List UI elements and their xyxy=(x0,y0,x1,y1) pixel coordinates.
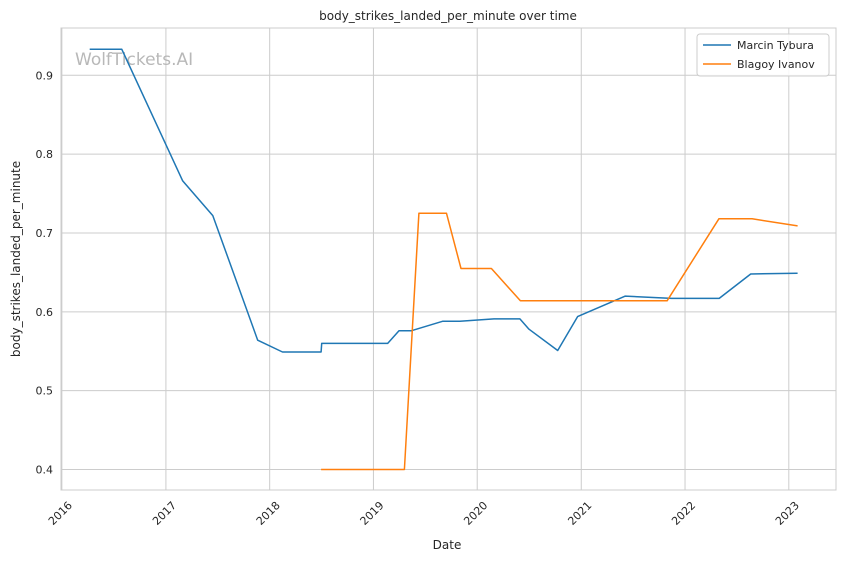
chart-title: body_strikes_landed_per_minute over time xyxy=(319,9,577,23)
series-line-marcin-tybura xyxy=(89,48,798,353)
watermark: WolfTickets.AI xyxy=(75,50,193,70)
y-tick-label: 0.8 xyxy=(36,148,54,161)
legend: Marcin Tybura Blagoy Ivanov xyxy=(696,33,830,77)
y-tick-label: 0.6 xyxy=(36,306,54,319)
y-tick-label: 0.9 xyxy=(36,69,54,82)
y-tick-label: 0.7 xyxy=(36,227,54,240)
series-lines xyxy=(89,48,798,471)
legend-label-blagoy-ivanov: Blagoy Ivanov xyxy=(737,58,815,71)
plot-area xyxy=(60,27,837,491)
x-axis-label: Date xyxy=(433,538,462,552)
legend-label-marcin-tybura: Marcin Tybura xyxy=(737,39,814,52)
y-tick-label: 0.5 xyxy=(36,385,54,398)
y-tick-label: 0.4 xyxy=(36,464,54,477)
series-line-blagoy-ivanov xyxy=(321,212,798,471)
y-axis-label: body_strikes_landed_per_minute xyxy=(9,161,23,357)
